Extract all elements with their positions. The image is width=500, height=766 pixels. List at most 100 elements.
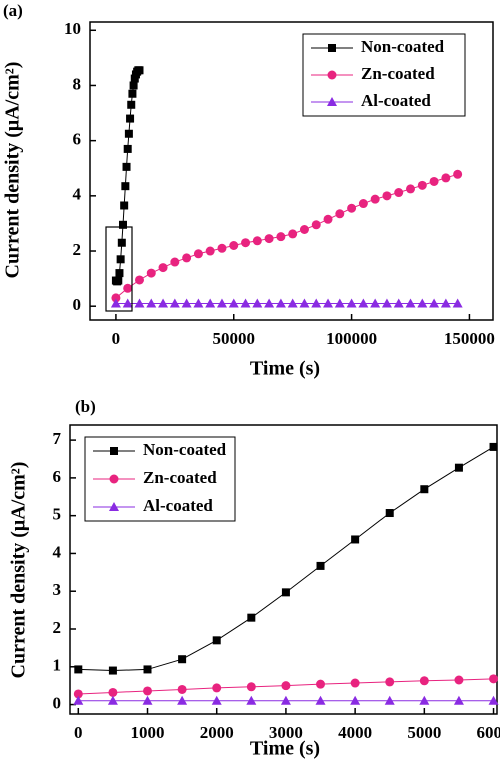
marker: [280, 695, 291, 705]
legend-label: Al-coated: [361, 91, 431, 110]
marker: [429, 298, 440, 308]
marker: [287, 298, 298, 308]
marker: [110, 447, 118, 455]
marker: [381, 298, 392, 308]
marker: [419, 676, 429, 686]
marker: [454, 675, 464, 685]
plot-frame: [89, 21, 494, 321]
marker: [252, 236, 262, 246]
marker: [276, 232, 286, 242]
marker: [228, 298, 239, 308]
marker: [264, 298, 275, 308]
marker: [143, 665, 152, 674]
marker: [370, 194, 380, 204]
marker: [323, 214, 333, 224]
x-tick-label: 50000: [213, 329, 256, 348]
marker: [385, 677, 395, 687]
marker: [217, 243, 227, 253]
marker: [181, 298, 192, 308]
marker: [134, 298, 145, 308]
legend-label: Zn-coated: [361, 64, 435, 83]
marker: [212, 683, 222, 693]
x-tick-label: 0: [112, 329, 121, 348]
marker: [115, 269, 124, 278]
marker: [346, 298, 357, 308]
marker: [454, 463, 463, 472]
marker: [123, 144, 132, 153]
y-tick-label: 4: [73, 185, 82, 204]
y-tick-label: 4: [53, 542, 62, 561]
x-axis-label: Time (s): [250, 738, 320, 760]
marker: [417, 180, 427, 190]
marker: [212, 636, 221, 645]
x-tick-label: 100000: [326, 329, 377, 348]
y-tick-label: 0: [53, 693, 62, 712]
marker: [299, 298, 310, 308]
plot-frame: [69, 424, 498, 715]
marker: [109, 474, 119, 484]
y-tick-label: 3: [53, 580, 62, 599]
y-tick-label: 5: [53, 505, 62, 524]
marker: [452, 298, 463, 308]
marker: [441, 173, 451, 183]
marker: [240, 298, 251, 308]
marker: [182, 253, 192, 263]
marker: [134, 275, 144, 285]
marker: [205, 298, 216, 308]
panel-label: (b): [75, 397, 96, 416]
marker: [429, 176, 439, 186]
marker: [327, 70, 337, 80]
y-tick-label: 1: [53, 656, 62, 675]
marker: [122, 162, 131, 171]
marker: [417, 298, 428, 308]
marker: [135, 66, 144, 75]
marker: [453, 169, 463, 179]
x-tick-label: 4000: [338, 723, 372, 742]
marker: [205, 246, 215, 256]
x-tick-label: 2000: [200, 723, 234, 742]
marker: [122, 298, 133, 308]
marker: [116, 255, 125, 264]
marker: [382, 191, 392, 201]
marker: [241, 238, 251, 248]
marker: [488, 695, 499, 705]
marker: [178, 655, 187, 664]
x-tick-label: 150000: [444, 329, 495, 348]
x-tick-label: 5000: [407, 723, 441, 742]
marker: [121, 182, 130, 191]
y-tick-label: 2: [73, 240, 82, 259]
zoom-box: [105, 226, 133, 312]
marker: [73, 695, 84, 705]
marker: [74, 665, 83, 674]
marker: [335, 209, 345, 219]
marker: [108, 687, 118, 697]
marker: [246, 682, 256, 692]
marker: [111, 293, 121, 303]
marker: [211, 695, 222, 705]
marker: [405, 298, 416, 308]
marker: [169, 298, 180, 308]
marker: [216, 298, 227, 308]
y-axis-label: Current density (μA/cm²): [8, 462, 30, 679]
legend-label: Al-coated: [143, 496, 213, 515]
marker: [118, 220, 127, 229]
marker: [114, 276, 123, 285]
marker: [385, 509, 394, 518]
marker: [489, 674, 499, 684]
marker: [311, 220, 321, 230]
marker: [351, 535, 360, 544]
marker: [107, 695, 118, 705]
marker: [120, 201, 129, 210]
y-tick-label: 6: [73, 130, 82, 149]
marker: [316, 561, 325, 570]
marker: [489, 442, 498, 451]
series-line: [115, 173, 458, 299]
marker: [281, 588, 290, 597]
marker: [384, 695, 395, 705]
marker: [440, 298, 451, 308]
x-tick-label: 1000: [131, 723, 165, 742]
marker: [126, 114, 135, 123]
marker: [170, 257, 180, 267]
